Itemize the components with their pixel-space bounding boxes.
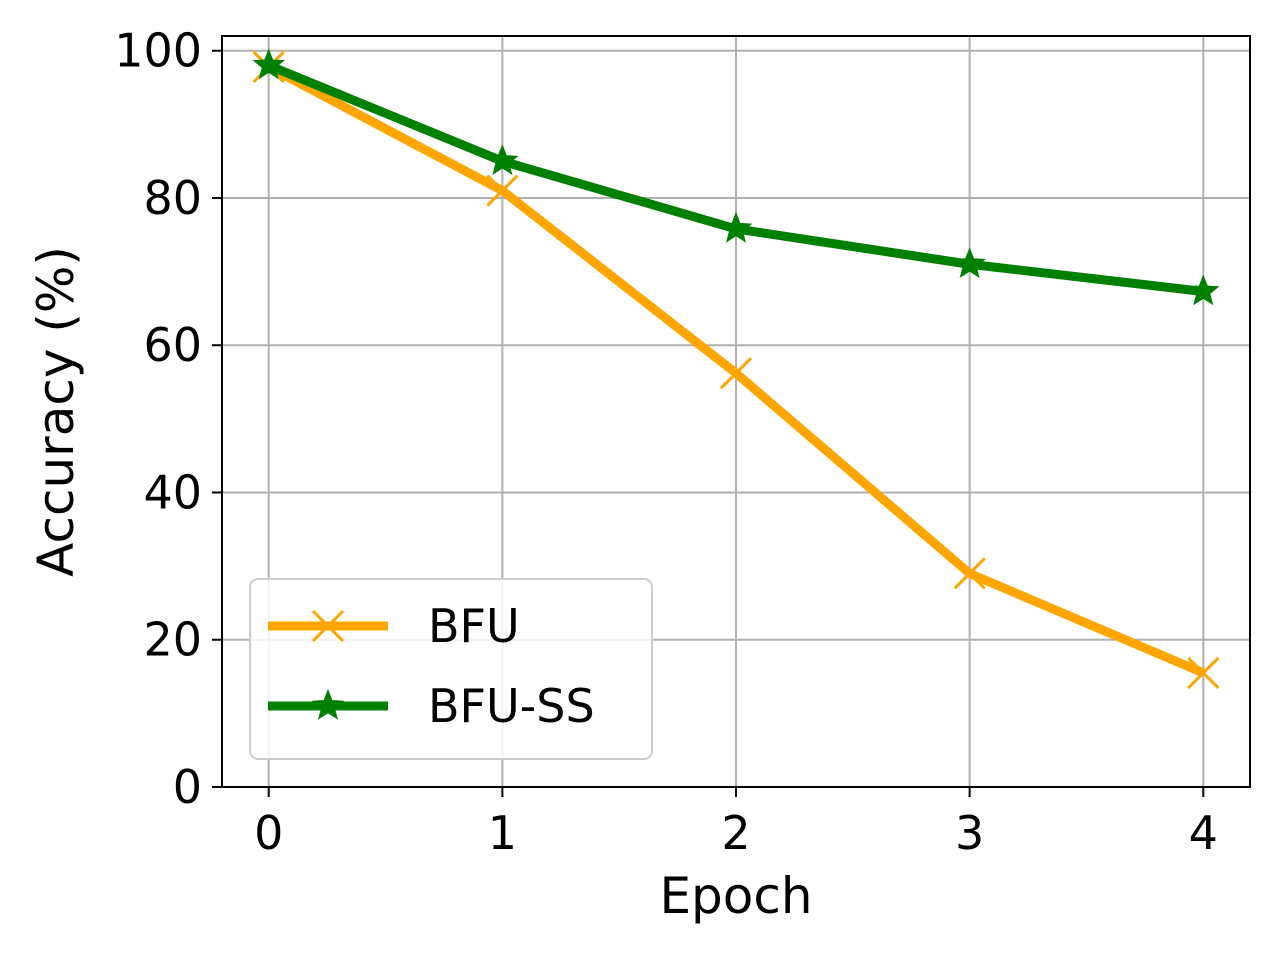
- y-tick-label: 40: [143, 465, 202, 519]
- legend-marker: [311, 609, 345, 643]
- x-axis-title: Epoch: [659, 867, 812, 925]
- marker-stroke: [1187, 656, 1220, 689]
- series-lines: [252, 48, 1220, 689]
- data-point-bfu: [953, 557, 986, 590]
- y-tick-label: 80: [143, 171, 202, 225]
- legend-label: BFU-SS: [428, 679, 595, 733]
- marker-stroke: [486, 174, 519, 207]
- series-bfu-ss: [252, 48, 1220, 306]
- x-tick-label: 3: [955, 806, 984, 860]
- marker-stroke: [311, 609, 345, 643]
- legend-entry-bfu: BFU: [268, 599, 520, 653]
- x-tick-label: 0: [254, 806, 283, 860]
- legend: BFU BFU-SS: [249, 578, 653, 760]
- data-point-bfu: [1187, 656, 1220, 689]
- x-tick-label: 2: [721, 806, 750, 860]
- y-tick-label: 60: [143, 318, 202, 372]
- series-bfu: [252, 50, 1220, 689]
- legend-entry-bfu-ss: BFU-SS: [268, 679, 595, 733]
- legend-label: BFU: [428, 599, 520, 653]
- data-point-bfu-ss: [486, 144, 519, 175]
- legend-marker: [311, 688, 345, 720]
- data-point-bfu-ss: [252, 48, 285, 80]
- x-tick-label: 1: [488, 806, 517, 860]
- y-tick-label: 20: [143, 613, 202, 667]
- data-point-bfu: [719, 357, 753, 390]
- marker-stroke: [719, 357, 753, 390]
- y-tick-label: 100: [114, 24, 202, 78]
- y-axis-title: Accuracy (%): [27, 246, 85, 577]
- data-point-bfu-ss: [719, 211, 753, 243]
- y-tick-label: 0: [173, 760, 202, 814]
- marker-stroke: [953, 557, 986, 590]
- x-tick-label: 4: [1189, 806, 1218, 860]
- data-point-bfu-ss: [953, 247, 986, 279]
- data-point-bfu: [486, 174, 519, 207]
- data-point-bfu-ss: [1187, 274, 1220, 306]
